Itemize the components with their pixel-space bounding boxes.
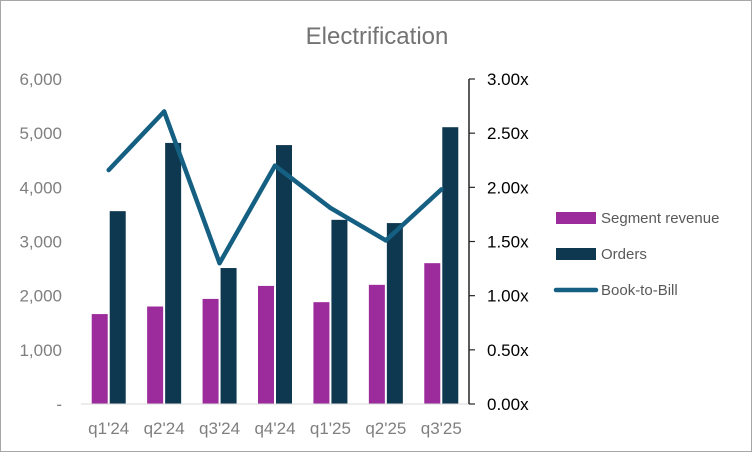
legend-swatch (556, 212, 596, 224)
x-tick-label: q1'25 (310, 419, 351, 438)
right-axis-ticks: 0.00x 0.50x 1.00x 1.50x 2.00x 2.50x 3.00x (469, 70, 529, 414)
segment-revenue-bar (91, 314, 108, 404)
orders-bar (109, 211, 126, 404)
book-to-bill-point (106, 167, 111, 173)
left-tick-label: 5,000 (19, 124, 62, 143)
legend-label: Orders (601, 246, 647, 263)
x-axis-ticks: q1'24 q2'24 q3'24 q4'24 q1'25 q2'25 q3'25 (88, 419, 462, 438)
book-to-bill-point (161, 109, 167, 114)
segment-revenue-bar (258, 285, 274, 404)
x-tick-label: q2'25 (365, 419, 406, 438)
orders-bar (165, 142, 182, 404)
right-tick-label: 1.00x (487, 287, 529, 306)
book-to-bill-point (328, 205, 333, 211)
x-tick-label: q1'24 (88, 419, 129, 438)
bars-layer (91, 127, 459, 405)
right-tick-label: 2.00x (487, 178, 529, 197)
left-tick-label: 1,000 (19, 341, 62, 360)
legend-label: Segment revenue (601, 210, 719, 227)
orders-bar (276, 145, 292, 405)
book-to-bill-point (217, 260, 222, 266)
orders-bar (220, 268, 237, 404)
legend: Segment revenue Orders Book-to-Bill (553, 210, 719, 299)
x-tick-label: q3'24 (199, 419, 240, 438)
left-tick-label: - (56, 395, 62, 414)
chart-title: Electrification (306, 23, 449, 50)
book-to-bill-point (272, 163, 278, 168)
legend-swatch (556, 248, 596, 260)
book-to-bill-point (383, 238, 389, 243)
x-tick-label: q3'25 (421, 419, 462, 438)
segment-revenue-bar (368, 284, 385, 404)
orders-bar (386, 223, 403, 404)
left-tick-label: 6,000 (19, 70, 62, 89)
left-tick-label: 2,000 (19, 287, 62, 306)
right-tick-label: 0.50x (487, 341, 529, 360)
left-tick-label: 4,000 (19, 178, 62, 197)
x-tick-label: q2'24 (144, 419, 185, 438)
line-layer (106, 109, 444, 266)
orders-bar (331, 219, 348, 404)
right-tick-label: 0.00x (487, 395, 529, 414)
left-axis-ticks: - 1,000 2,000 3,000 4,000 5,000 6,000 (19, 70, 62, 414)
x-tick-label: q4'24 (254, 419, 295, 438)
right-tick-label: 1.50x (487, 233, 529, 252)
segment-revenue-bar (424, 263, 441, 404)
right-tick-label: 3.00x (487, 70, 529, 89)
segment-revenue-bar (147, 306, 164, 404)
book-to-bill-point (439, 187, 444, 192)
segment-revenue-bar (313, 302, 330, 404)
segment-revenue-bar (202, 298, 219, 404)
orders-bar (442, 127, 459, 404)
left-tick-label: 3,000 (19, 233, 62, 252)
right-tick-label: 2.50x (487, 124, 529, 143)
legend-label: Book-to-Bill (601, 282, 678, 299)
